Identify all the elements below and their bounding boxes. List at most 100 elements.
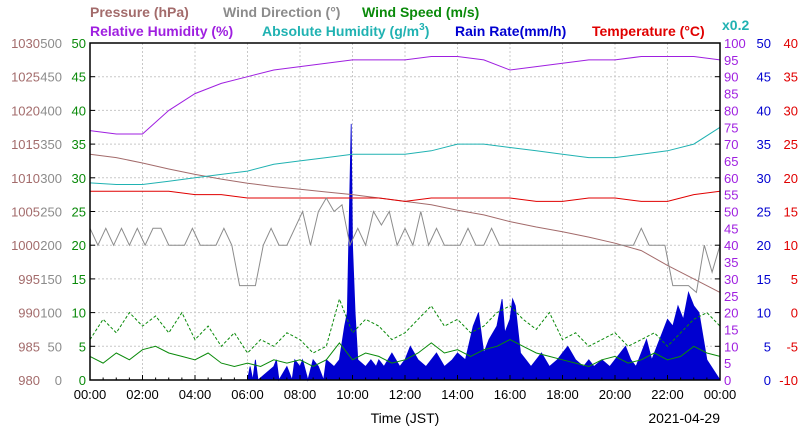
left-tick-wind-direction: 50 — [48, 339, 62, 354]
right-tick-humidity: 20 — [724, 306, 738, 321]
left-tick-wind-direction: 250 — [40, 205, 62, 220]
right-tick-rain-rate: 10 — [757, 306, 771, 321]
x-tick-label: 02:00 — [126, 387, 159, 402]
left-tick-wind-direction: 200 — [40, 238, 62, 253]
right-tick-rain-rate: 15 — [757, 272, 771, 287]
right-tick-humidity: 60 — [724, 171, 738, 186]
series-wind-direction — [89, 197, 721, 294]
x-tick-label: 10:00 — [336, 387, 369, 402]
x-tick-label: 08:00 — [284, 387, 317, 402]
x-tick-label: 20:00 — [599, 387, 632, 402]
left-tick-wind-direction: 400 — [40, 103, 62, 118]
x-axis-label: Time (JST) — [371, 410, 440, 426]
left-tick-wind-direction: 350 — [40, 137, 62, 152]
left-tick-pressure: 1015 — [11, 137, 40, 152]
right-tick-rain-rate: 30 — [757, 171, 771, 186]
left-tick-wind-direction: 0 — [55, 373, 62, 388]
series-wind-speed-m-s — [89, 339, 721, 368]
right-tick-temperature: -5 — [786, 339, 798, 354]
legend-absolute-humidity-prefix: Absolute Humidity (g/m3) — [262, 22, 429, 39]
x-tick-label: 22:00 — [651, 387, 684, 402]
right-axes: 1009590858075706560555045403530252015105… — [724, 36, 798, 388]
right-tick-rain-rate: 0 — [764, 373, 771, 388]
x-tick-label: 00:00 — [74, 387, 107, 402]
left-tick-pressure: 990 — [18, 306, 40, 321]
left-tick-wind-speed: 20 — [72, 238, 86, 253]
right-tick-humidity: 85 — [724, 87, 738, 102]
right-tick-humidity: 80 — [724, 103, 738, 118]
x-tick-label: 18:00 — [546, 387, 579, 402]
right-tick-temperature: 15 — [784, 205, 798, 220]
right-tick-humidity: 70 — [724, 137, 738, 152]
series-relative-humidity — [89, 56, 721, 135]
left-tick-wind-speed: 40 — [72, 103, 86, 118]
date-label: 2021-04-29 — [648, 410, 720, 426]
legend-temperature: Temperature (°C) — [592, 23, 705, 39]
left-tick-pressure: 1020 — [11, 103, 40, 118]
right-tick-temperature: 30 — [784, 103, 798, 118]
x-tick-label: 04:00 — [179, 387, 212, 402]
right-tick-temperature: 0 — [791, 306, 798, 321]
left-tick-wind-speed: 25 — [72, 205, 86, 220]
right-tick-temperature: 10 — [784, 238, 798, 253]
right-tick-temperature: -10 — [779, 373, 798, 388]
left-tick-wind-direction: 450 — [40, 70, 62, 85]
left-tick-wind-speed: 0 — [79, 373, 86, 388]
right-tick-rain-rate: 5 — [764, 339, 771, 354]
right-tick-humidity: 10 — [724, 339, 738, 354]
x-tick-label: 12:00 — [389, 387, 422, 402]
right-tick-humidity: 50 — [724, 205, 738, 220]
x-tick-label: 16:00 — [494, 387, 527, 402]
right-tick-rain-rate: 45 — [757, 70, 771, 85]
right-tick-humidity: 30 — [724, 272, 738, 287]
left-tick-wind-speed: 35 — [72, 137, 86, 152]
series-absolute-humidity-g-m — [89, 126, 721, 185]
left-tick-wind-direction: 300 — [40, 171, 62, 186]
left-tick-wind-direction: 150 — [40, 272, 62, 287]
left-axes: 1030102510201015101010051000995990985980… — [11, 36, 720, 388]
legend-pressure: Pressure (hPa) — [90, 4, 189, 20]
right-tick-humidity: 90 — [724, 70, 738, 85]
legend-wind-direction: Wind Direction (°) — [223, 4, 340, 20]
right-tick-temperature: 20 — [784, 171, 798, 186]
series-temperature-c — [90, 190, 721, 202]
right-tick-rain-rate: 25 — [757, 205, 771, 220]
x-tick-label: 14:00 — [441, 387, 474, 402]
right-tick-humidity: 75 — [724, 120, 738, 135]
right-tick-humidity: 95 — [724, 53, 738, 68]
right-tick-temperature: 40 — [784, 36, 798, 51]
right-tick-humidity: 25 — [724, 289, 738, 304]
left-tick-wind-speed: 50 — [72, 36, 86, 51]
right-tick-humidity: 65 — [724, 154, 738, 169]
left-tick-wind-direction: 500 — [40, 36, 62, 51]
left-tick-pressure: 1000 — [11, 238, 40, 253]
left-tick-wind-speed: 15 — [72, 272, 86, 287]
right-tick-humidity: 100 — [724, 36, 746, 51]
left-tick-wind-speed: 30 — [72, 171, 86, 186]
right-tick-temperature: 25 — [784, 137, 798, 152]
right-tick-humidity: 55 — [724, 188, 738, 203]
left-tick-pressure: 1010 — [11, 171, 40, 186]
right-tick-rain-rate: 35 — [757, 137, 771, 152]
left-tick-wind-speed: 5 — [79, 339, 86, 354]
legend-scale-note: x0.2 — [722, 17, 749, 33]
right-tick-humidity: 0 — [724, 373, 731, 388]
x-axis-ticks: 00:00 02:00 04:00 06:00 08:00 10:00 12:00 14:00… — [74, 375, 736, 402]
right-tick-temperature: 5 — [791, 272, 798, 287]
left-tick-pressure: 1005 — [11, 205, 40, 220]
legend-relative-humidity: Relative Humidity (%) — [90, 23, 233, 39]
x-tick-label: 06:00 — [231, 387, 264, 402]
left-tick-wind-speed: 45 — [72, 70, 86, 85]
right-tick-rain-rate: 20 — [757, 238, 771, 253]
right-tick-temperature: 35 — [784, 70, 798, 85]
left-tick-pressure: 1030 — [11, 36, 40, 51]
right-tick-rain-rate: 40 — [757, 103, 771, 118]
right-tick-humidity: 5 — [724, 356, 731, 371]
series-wind-speed-gust-m-s — [89, 297, 721, 354]
right-tick-humidity: 15 — [724, 322, 738, 337]
legend-wind-speed: Wind Speed (m/s) — [362, 4, 479, 20]
left-tick-wind-direction: 100 — [40, 306, 62, 321]
right-tick-humidity: 45 — [724, 221, 738, 236]
right-tick-rain-rate: 50 — [757, 36, 771, 51]
